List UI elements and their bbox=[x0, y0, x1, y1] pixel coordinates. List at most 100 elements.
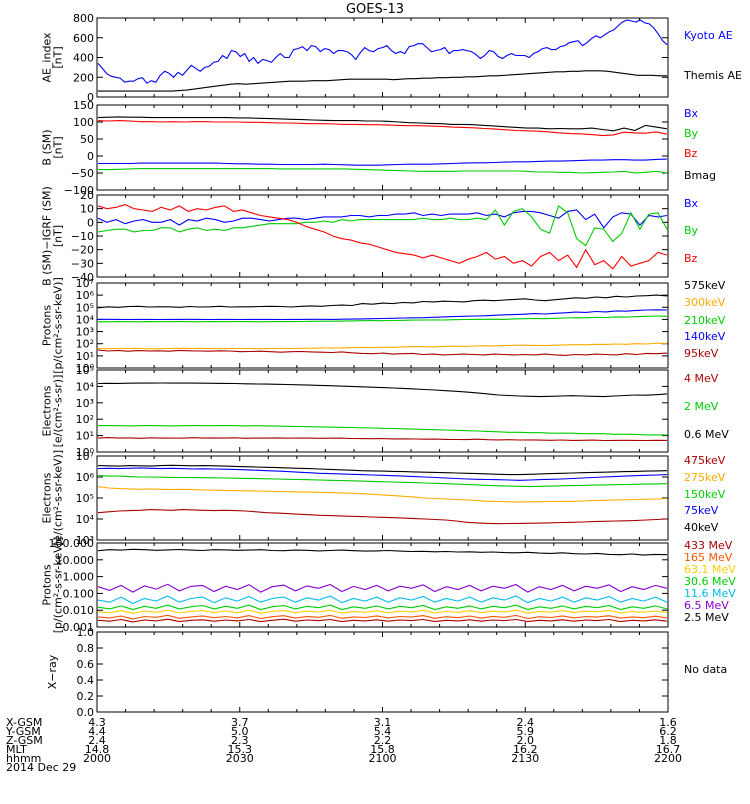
series-line bbox=[97, 19, 668, 84]
series-line bbox=[97, 204, 668, 270]
legend-label: Bz bbox=[684, 252, 698, 265]
legend-label: 165 MeV bbox=[684, 551, 733, 564]
no-data-note: No data bbox=[684, 663, 727, 676]
series-line bbox=[98, 70, 667, 92]
series-line bbox=[97, 509, 668, 525]
y-tick-label: 0.6 bbox=[77, 658, 95, 671]
y-tick-label: 10⁰ bbox=[76, 446, 95, 459]
series-line bbox=[97, 583, 668, 593]
orbit-value: 16.2 bbox=[513, 743, 538, 756]
orbit-row-label: Y-GSM bbox=[5, 725, 41, 738]
legend-label: 300keV bbox=[684, 296, 726, 309]
y-tick-label: 1.0 bbox=[77, 626, 95, 639]
y-tick-label: −100 bbox=[64, 184, 94, 197]
date-label: 2014 Dec 29 bbox=[6, 761, 76, 774]
series-line bbox=[97, 315, 668, 323]
y-tick-label: 1.000 bbox=[63, 571, 95, 584]
y-axis-label: Electrons bbox=[41, 472, 54, 523]
y-tick-label: 200 bbox=[73, 71, 94, 84]
orbit-value: 2000 bbox=[83, 752, 111, 765]
orbit-value: 4.3 bbox=[88, 716, 106, 729]
series-line bbox=[97, 116, 668, 132]
orbit-value: 5.0 bbox=[231, 725, 249, 738]
chart-title: GOES-13 bbox=[346, 2, 404, 17]
y-axis-label: B (SM) bbox=[41, 129, 54, 165]
legend-label: 4 MeV bbox=[684, 372, 719, 385]
y-tick-label: 20 bbox=[80, 189, 94, 202]
legend-label: 140keV bbox=[684, 330, 726, 343]
panel-frame bbox=[96, 542, 669, 628]
y-tick-label: 400 bbox=[73, 52, 94, 65]
y-axis-label: [p/(cm²-s-sr-keV)] bbox=[52, 277, 65, 374]
legend-label: 475keV bbox=[684, 454, 726, 467]
orbit-value: 5.9 bbox=[517, 725, 535, 738]
orbit-value: 4.4 bbox=[88, 725, 106, 738]
orbit-row-label: MLT bbox=[6, 743, 27, 756]
y-tick-label: 10² bbox=[76, 338, 94, 351]
orbit-row-label: X-GSM bbox=[6, 716, 42, 729]
y-tick-label: 0 bbox=[87, 150, 94, 163]
y-axis-label: [nT] bbox=[52, 136, 65, 158]
orbit-value: 2.3 bbox=[231, 734, 249, 747]
legend-label: 63.1 MeV bbox=[684, 563, 736, 576]
orbit-row-label: hhmm bbox=[6, 752, 41, 765]
series-line bbox=[97, 309, 668, 321]
y-tick-label: −30 bbox=[71, 257, 94, 270]
y-tick-label: 0 bbox=[87, 216, 94, 229]
legend-label: By bbox=[684, 127, 699, 140]
legend-label: 2 MeV bbox=[684, 400, 719, 413]
y-tick-label: 10⁵ bbox=[76, 364, 94, 377]
y-axis-label: [e/(cm²-s-sr)] bbox=[52, 375, 65, 448]
legend-label: Kyoto AE bbox=[684, 29, 733, 42]
y-tick-label: −20 bbox=[71, 244, 94, 257]
y-tick-label: 10¹ bbox=[76, 430, 94, 443]
y-tick-label: 10³ bbox=[76, 326, 94, 339]
series-line bbox=[97, 120, 668, 137]
legend-label: Bmag bbox=[684, 169, 716, 182]
legend-label: Bz bbox=[684, 147, 698, 160]
series-line bbox=[97, 618, 668, 623]
y-tick-label: 0.8 bbox=[77, 642, 95, 655]
y-tick-label: 10⁴ bbox=[76, 380, 95, 393]
series-line bbox=[97, 464, 668, 476]
series-line bbox=[97, 604, 668, 611]
series-line bbox=[97, 342, 668, 350]
y-axis-label: Protons bbox=[41, 564, 54, 605]
series-line bbox=[97, 437, 668, 442]
orbit-value: 2100 bbox=[369, 752, 397, 765]
y-tick-label: 10⁵ bbox=[76, 492, 94, 505]
series-line bbox=[97, 609, 668, 614]
legend-label: 75keV bbox=[684, 504, 719, 517]
legend-label: Bx bbox=[684, 107, 699, 120]
y-tick-label: 0.0 bbox=[77, 706, 95, 719]
series-line bbox=[97, 467, 668, 481]
legend-label: 575keV bbox=[684, 279, 726, 292]
y-tick-label: 0.001 bbox=[63, 621, 95, 634]
orbit-value: 5.4 bbox=[374, 725, 392, 738]
series-line bbox=[97, 595, 668, 605]
series-line bbox=[97, 486, 668, 503]
y-tick-label: 10¹ bbox=[76, 350, 94, 363]
series-line bbox=[97, 349, 668, 356]
orbit-value: 15.3 bbox=[228, 743, 253, 756]
y-axis-label: X−ray bbox=[46, 654, 59, 689]
series-line bbox=[97, 425, 667, 436]
y-tick-label: 10² bbox=[76, 413, 94, 426]
legend-label: 95keV bbox=[684, 347, 719, 360]
y-tick-label: 10⁶ bbox=[76, 471, 95, 484]
y-tick-label: 800 bbox=[73, 12, 94, 25]
legend-label: 275keV bbox=[684, 471, 726, 484]
y-tick-label: 10⁷ bbox=[76, 277, 94, 290]
panel-frame bbox=[96, 17, 669, 98]
orbit-row-label: Z-GSM bbox=[6, 734, 43, 747]
y-axis-label: Electrons bbox=[41, 385, 54, 436]
legend-label: By bbox=[684, 224, 699, 237]
legend-label: 30.6 MeV bbox=[684, 575, 736, 588]
legend-label: 6.5 MeV bbox=[684, 599, 729, 612]
orbit-value: 6.2 bbox=[659, 725, 677, 738]
legend-label: Themis AE bbox=[683, 69, 742, 82]
y-tick-label: 10.000 bbox=[56, 554, 95, 567]
orbit-value: 2.0 bbox=[517, 734, 535, 747]
legend-label: 11.6 MeV bbox=[684, 587, 736, 600]
